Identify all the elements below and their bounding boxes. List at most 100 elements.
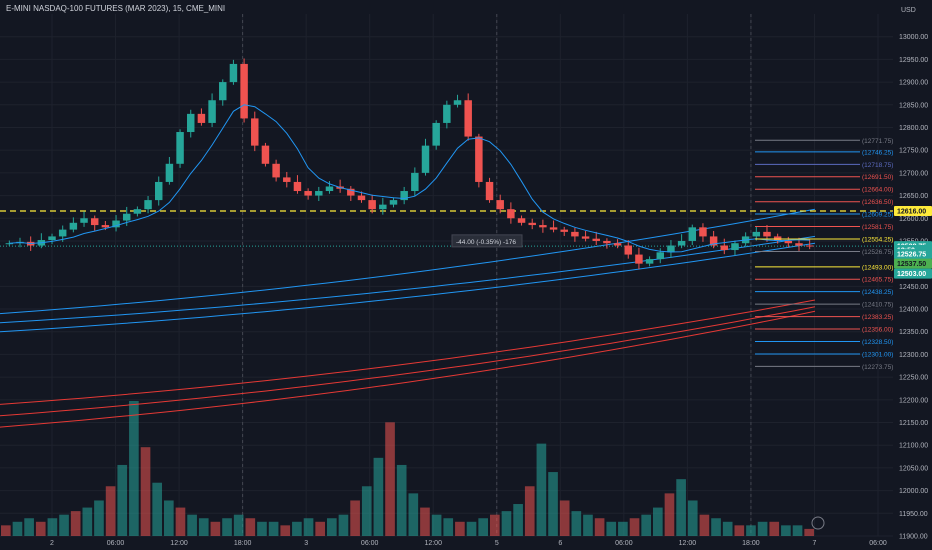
x-tick-label: 12:00 <box>679 540 697 547</box>
candle-body <box>347 188 355 196</box>
x-tick-label: 5 <box>495 540 499 547</box>
chart-title: E-MINI NASDAQ-100 FUTURES (MAR 2023), 15… <box>6 4 226 13</box>
candle-body <box>464 100 472 137</box>
volume-bar <box>676 479 686 536</box>
volume-bar <box>769 521 780 536</box>
y-tick-label: 12050.00 <box>899 465 928 472</box>
volume-bar <box>280 525 291 536</box>
candle-body <box>571 231 579 237</box>
level-label: (12581.75) <box>862 224 893 231</box>
candle-body <box>325 186 334 192</box>
volume-bar <box>140 447 151 536</box>
x-tick-label: 3 <box>304 540 308 547</box>
candle-body <box>58 229 67 237</box>
level-label: (12771.75) <box>862 138 893 145</box>
volume-bar <box>490 514 500 536</box>
candle-body <box>592 238 600 241</box>
measure-tooltip <box>451 234 523 248</box>
candle-body <box>485 181 494 201</box>
candle-body <box>421 145 430 173</box>
volume-bar <box>187 514 197 536</box>
ema-red-line <box>0 310 816 428</box>
candle-body <box>261 145 270 164</box>
price-badge-label: 12537.50 <box>897 261 926 268</box>
candle-body <box>272 163 280 178</box>
volume-bar <box>373 457 384 536</box>
candle-body <box>805 245 814 247</box>
volume-bar <box>222 518 232 536</box>
level-label: (12493.00) <box>862 264 893 271</box>
candle-body <box>496 200 504 210</box>
candle-body <box>219 82 227 101</box>
volume-bar <box>711 518 721 536</box>
candle-body <box>411 172 419 192</box>
volume-bar <box>629 518 640 536</box>
candle-body <box>475 136 483 182</box>
ema-blue-line <box>0 208 816 315</box>
candle-body <box>389 200 398 205</box>
volume-bar <box>781 525 791 536</box>
price-badge <box>894 258 932 269</box>
volume-bar <box>548 472 558 536</box>
candle-body <box>688 227 697 241</box>
volume-bar <box>82 507 93 536</box>
volume-bar <box>152 482 162 536</box>
volume-bar <box>164 500 174 536</box>
x-tick-label: 12:00 <box>170 540 188 547</box>
candle-body <box>624 245 632 255</box>
volume-bar <box>746 525 756 536</box>
volume-bar <box>513 504 523 536</box>
candle-body <box>699 227 707 237</box>
candle-body <box>784 240 793 244</box>
y-tick-label: 12950.00 <box>899 57 928 64</box>
candle-body <box>208 100 216 123</box>
candle-body <box>443 104 451 123</box>
volume-bar <box>664 493 675 536</box>
candle-body <box>357 195 366 201</box>
candle-body <box>560 229 568 232</box>
price-badge <box>894 249 932 260</box>
candle-body <box>80 218 88 223</box>
volume-bar <box>443 518 454 536</box>
candle-body <box>251 118 259 146</box>
candle-body <box>432 122 440 146</box>
ema-red-line <box>0 299 816 405</box>
volume-bar <box>245 518 256 536</box>
x-tick-label: 06:00 <box>361 540 379 547</box>
volume-bar <box>420 507 430 536</box>
candle-body <box>240 63 248 119</box>
volume-bar <box>105 486 116 536</box>
volume-bar <box>804 528 814 536</box>
candle-body <box>154 181 163 201</box>
candle-body <box>677 240 686 246</box>
volume-bar <box>536 443 547 536</box>
volume-bar <box>687 500 698 536</box>
volume-bar <box>129 401 139 536</box>
y-tick-label: 12750.00 <box>899 148 928 155</box>
candle-body <box>176 132 184 164</box>
candle-body <box>795 243 803 246</box>
level-label: (12691.50) <box>862 174 893 181</box>
x-tick-label: 18:00 <box>742 540 760 547</box>
candle-body <box>528 222 536 226</box>
candle-body <box>731 243 739 251</box>
candle-body <box>613 243 622 246</box>
level-label: (12609.25) <box>862 212 893 219</box>
y-tick-label: 12400.00 <box>899 307 928 314</box>
volume-bar <box>431 514 442 536</box>
candle-body <box>90 218 99 226</box>
volume-bar <box>722 521 733 536</box>
x-tick-label: 7 <box>813 540 817 547</box>
volume-bar <box>396 464 407 536</box>
volume-bar <box>455 521 465 536</box>
volume-bar <box>757 521 768 536</box>
candle-body <box>656 252 665 260</box>
volume-bar <box>641 514 651 536</box>
volume-bar <box>70 511 81 536</box>
candle-body <box>315 191 323 196</box>
level-label: (12410.75) <box>862 302 893 309</box>
y-tick-label: 12650.00 <box>899 193 928 200</box>
candle-body <box>549 227 558 230</box>
